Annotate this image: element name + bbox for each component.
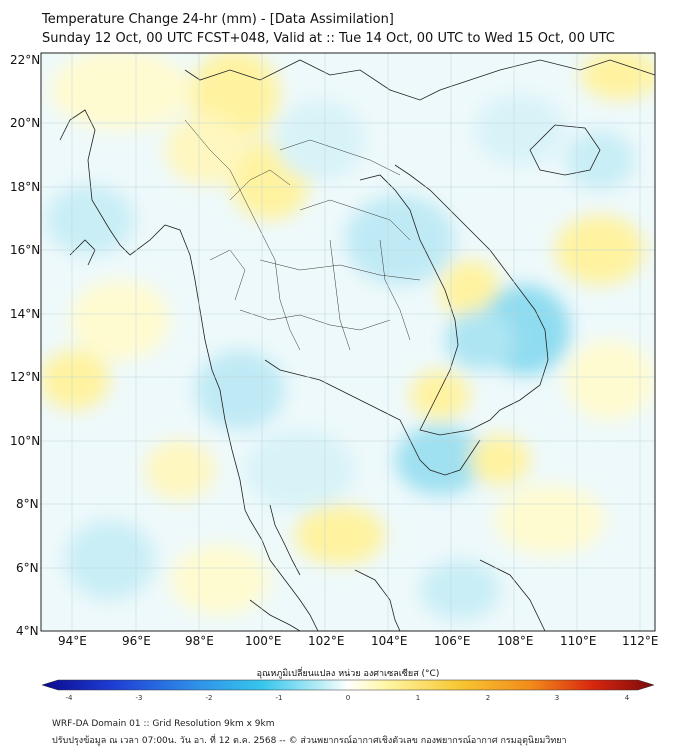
chart-subtitle: Sunday 12 Oct, 00 UTC FCST+048, Valid at… bbox=[42, 31, 615, 46]
colorbar-tick: -2 bbox=[206, 694, 213, 702]
colorbar-label: อุณหภูมิเปลี่ยนแปลง หน่วย องศาเซลเซียส (… bbox=[257, 666, 440, 679]
lat-label: 18°N bbox=[10, 180, 40, 194]
gridlines bbox=[41, 53, 655, 631]
lon-label: 100°E bbox=[245, 634, 282, 648]
country-borders bbox=[184, 119, 421, 351]
colorbar-tick: 3 bbox=[555, 694, 559, 702]
lat-label: 16°N bbox=[10, 243, 40, 257]
colorbar bbox=[41, 679, 655, 691]
lon-label: 108°E bbox=[497, 634, 534, 648]
plot-frame bbox=[40, 52, 656, 632]
lat-label: 6°N bbox=[16, 561, 39, 575]
lat-label: 20°N bbox=[10, 116, 40, 130]
footer-model-info: WRF-DA Domain 01 :: Grid Resolution 9km … bbox=[52, 719, 275, 729]
lon-label: 104°E bbox=[371, 634, 408, 648]
lon-label: 98°E bbox=[185, 634, 214, 648]
colorbar-tick: -1 bbox=[276, 694, 283, 702]
coastlines bbox=[59, 59, 655, 631]
colorbar-tick: 2 bbox=[486, 694, 490, 702]
colorbar-tick: 0 bbox=[346, 694, 350, 702]
colorbar-tick: -4 bbox=[66, 694, 74, 702]
lon-label: 102°E bbox=[308, 634, 345, 648]
lat-label: 22°N bbox=[10, 53, 40, 67]
colorbar-tick: -3 bbox=[136, 694, 143, 702]
lon-label: 106°E bbox=[434, 634, 471, 648]
colorbar-tick: 1 bbox=[416, 694, 420, 702]
lat-label: 14°N bbox=[10, 307, 40, 321]
lon-label: 110°E bbox=[560, 634, 597, 648]
longitude-labels: 94°E 96°E 98°E 100°E 102°E 104°E 106°E 1… bbox=[58, 634, 659, 648]
lat-label: 4°N bbox=[16, 624, 39, 638]
lat-label: 12°N bbox=[10, 370, 40, 384]
chart-title: Temperature Change 24-hr (mm) - [Data As… bbox=[42, 12, 394, 27]
footer-credit: ปรับปรุงข้อมูล ณ เวลา 07:00น. วัน อา. ที… bbox=[52, 736, 567, 746]
colorbar-tick: 4 bbox=[625, 694, 630, 702]
lon-label: 96°E bbox=[122, 634, 151, 648]
lon-label: 94°E bbox=[58, 634, 87, 648]
colorbar-ticks: -4 -3 -2 -1 0 1 2 3 4 bbox=[66, 694, 630, 702]
lat-label: 10°N bbox=[10, 434, 40, 448]
lon-label: 112°E bbox=[622, 634, 659, 648]
lat-label: 8°N bbox=[16, 497, 39, 511]
latitude-labels: 22°N 20°N 18°N 16°N 14°N 12°N 10°N 8°N 6… bbox=[10, 53, 40, 638]
